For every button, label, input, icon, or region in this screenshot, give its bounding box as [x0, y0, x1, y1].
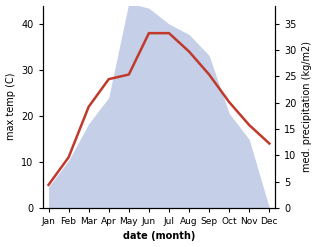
X-axis label: date (month): date (month): [123, 231, 195, 242]
Y-axis label: max temp (C): max temp (C): [5, 73, 16, 141]
Y-axis label: med. precipitation (kg/m2): med. precipitation (kg/m2): [302, 41, 313, 172]
